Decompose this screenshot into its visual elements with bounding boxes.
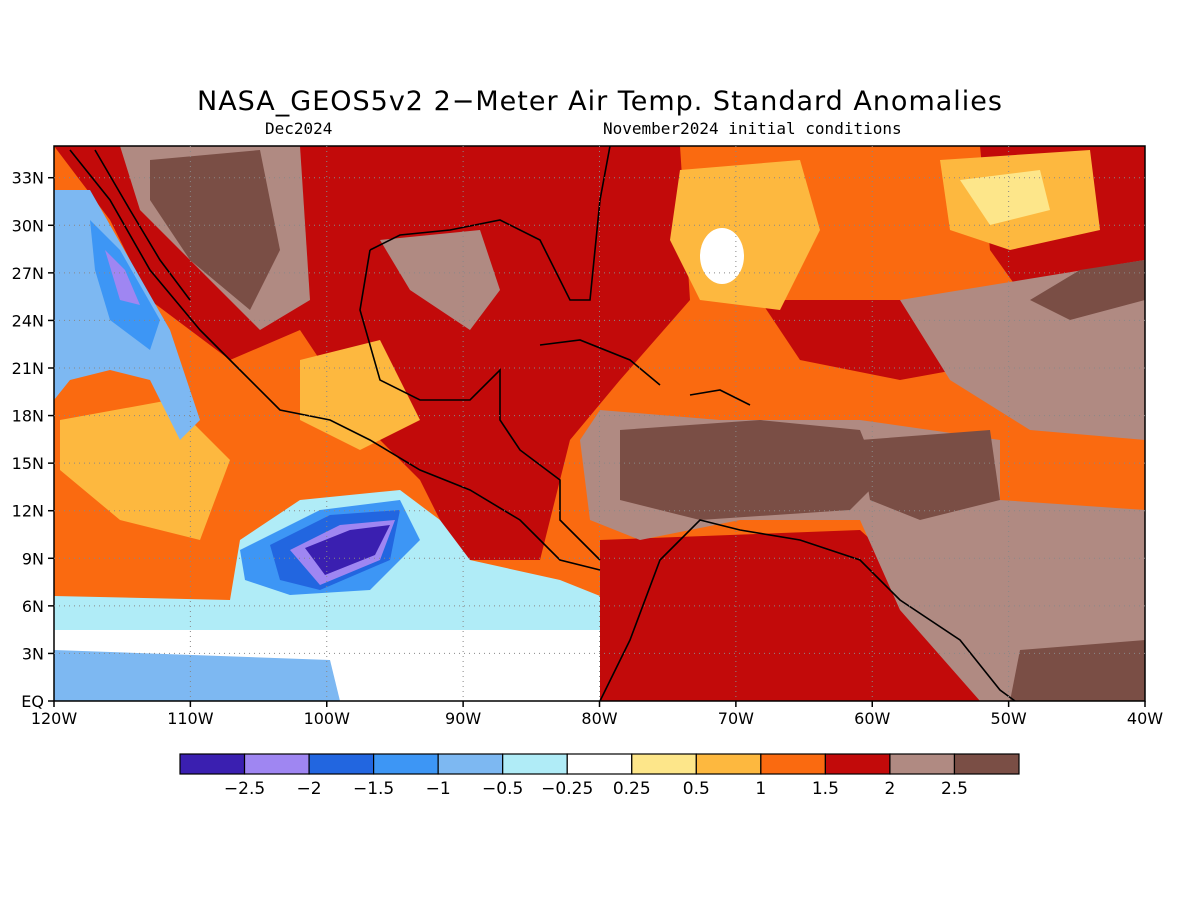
colorbar-bin [179, 753, 246, 775]
lon-tick-label: 50W [991, 709, 1027, 728]
field-white-atl [700, 228, 744, 284]
lon-tick-label: 100W [304, 709, 351, 728]
colorbar: −2.5 −2 −1.5 −1 −0.5 −0.25 0.25 0.5 1 1.5 2 2.5 [179, 753, 1020, 799]
field-gold-pacific [60, 400, 230, 540]
coastline-baja [94, 149, 191, 301]
lat-tick-label: 30N [12, 216, 44, 235]
anomaly-field [54, 146, 1145, 701]
colorbar-label: 0.25 [613, 779, 651, 799]
coastline-gulf [369, 146, 611, 301]
field-cold-baja-min [105, 250, 140, 305]
field-darkbrown-atl [1030, 260, 1145, 320]
field-cold-min [305, 525, 390, 575]
colorbar-bin [889, 753, 956, 775]
lon-tick-label: 80W [581, 709, 617, 728]
colorbar-bin [953, 753, 1020, 775]
colorbar-label: 1.5 [812, 779, 839, 799]
lon-tick-label: 70W [718, 709, 754, 728]
field-yellow-atl [960, 170, 1050, 225]
colorbar-label: −1 [426, 779, 451, 799]
field-darkbrown-carib [620, 420, 880, 520]
colorbar-label: 2.5 [941, 779, 968, 799]
lat-tick-label: 9N [22, 549, 44, 568]
lon-tick-label: 90W [445, 709, 481, 728]
coastline-southam [599, 519, 1016, 701]
colorbar-label: −1.5 [353, 779, 394, 799]
lon-tick-label: 60W [854, 709, 890, 728]
coastlines [69, 146, 1016, 701]
lat-tick-label: EQ [21, 692, 44, 711]
lat-tick-label: 12N [12, 502, 44, 521]
lat-tick-label: 3N [22, 644, 44, 663]
forecast-month: Dec2024 [265, 119, 333, 138]
lat-tick-label: 15N [12, 454, 44, 473]
lon-tick-label: 120W [31, 709, 78, 728]
lon-tick-label: 40W [1127, 709, 1163, 728]
colorbar-bin [760, 753, 826, 775]
lat-tick-label: 6N [22, 597, 44, 616]
lat-tick-label: 33N [12, 169, 44, 188]
colorbar-bin [373, 753, 439, 775]
lon-tick-label: 110W [167, 709, 214, 728]
initial-conditions: November2024 initial conditions [603, 119, 902, 138]
lat-tick-label: 27N [12, 264, 44, 283]
colorbar-bin [824, 753, 891, 775]
gridlines [54, 146, 1145, 701]
lat-tick-label: 21N [12, 359, 44, 378]
colorbar-label: 1 [755, 779, 766, 799]
colorbar-label: −2.5 [224, 779, 265, 799]
field-darkbrown-se [1010, 640, 1145, 701]
colorbar-bin [308, 753, 375, 775]
coastline-hispaniola [689, 389, 751, 406]
colorbar-bin [502, 753, 568, 775]
field-darkbrown-east [860, 430, 1000, 520]
coastline-yucatan [359, 249, 601, 561]
colorbar-bin [631, 753, 697, 775]
colorbar-label: 2 [885, 779, 896, 799]
colorbar-bin [566, 753, 633, 775]
lat-tick-label: 18N [12, 407, 44, 426]
coastline-cuba [539, 339, 661, 386]
colorbar-label: −2 [297, 779, 322, 799]
coastline-pacific [69, 149, 601, 571]
field-cold-eq-west [54, 650, 340, 701]
axis-ticks: 120W 110W 100W 90W 80W 70W 60W 50W 40W EQ 3N 6N 9N 12… [12, 169, 1164, 728]
field-darkbrown-mexico [150, 150, 280, 310]
map-title: NASA_GEOS5v2 2−Meter Air Temp. Standard … [197, 86, 1003, 117]
colorbar-label: 0.5 [683, 779, 710, 799]
colorbar-bin [243, 753, 310, 775]
field-brown-gulf [380, 230, 500, 330]
colorbar-bin [437, 753, 504, 775]
lat-tick-label: 24N [12, 311, 44, 330]
colorbar-label: −0.5 [482, 779, 523, 799]
colorbar-bin [695, 753, 762, 775]
colorbar-label: −0.25 [541, 779, 593, 799]
